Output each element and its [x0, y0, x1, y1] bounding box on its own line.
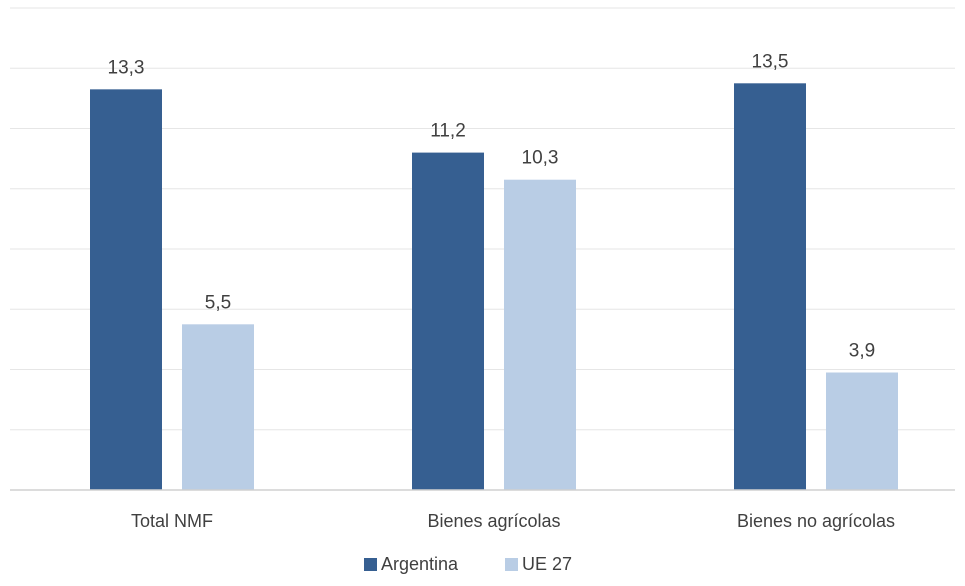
data-label-ue-27: 5,5 [205, 292, 231, 313]
bar-ue-27 [182, 324, 254, 490]
x-tick-label: Bienes agrícolas [427, 511, 560, 531]
data-label-argentina: 13,3 [108, 57, 145, 78]
data-label-argentina: 11,2 [430, 121, 466, 142]
legend: Argentina UE 27 [364, 554, 572, 574]
bar-ue-27 [504, 179, 576, 490]
bar-argentina [734, 83, 806, 490]
bar-argentina [412, 152, 484, 490]
bar-argentina [90, 89, 162, 491]
x-tick-label: Total NMF [131, 511, 213, 531]
legend-label-argentina: Argentina [381, 554, 459, 574]
data-label-ue-27: 10,3 [522, 148, 559, 169]
legend-swatch-argentina [364, 558, 377, 571]
bars [90, 83, 898, 491]
data-labels: 13,3 5,5 11,2 10,3 13,5 3,9 [108, 51, 876, 361]
x-tick-label: Bienes no agrícolas [737, 511, 895, 531]
x-axis-tick-labels: Total NMF Bienes agrícolas Bienes no agríc… [131, 511, 895, 531]
bar-ue-27 [826, 372, 898, 490]
legend-swatch-ue-27 [505, 558, 518, 571]
legend-label-ue-27: UE 27 [522, 554, 572, 574]
data-label-ue-27: 3,9 [849, 341, 875, 362]
data-label-argentina: 13,5 [752, 51, 789, 72]
